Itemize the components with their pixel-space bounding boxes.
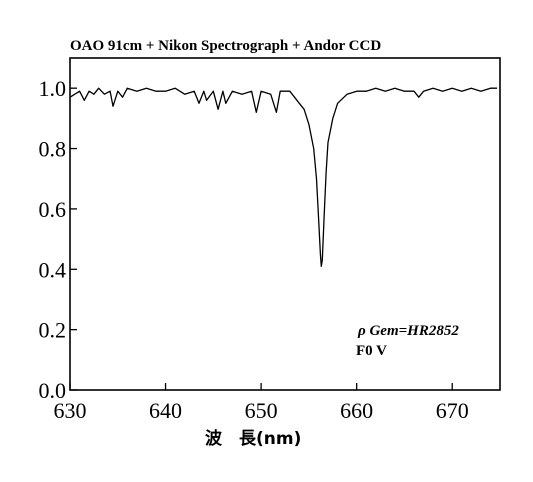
x-axis-ticks: 630 640 650 660 670	[54, 383, 469, 423]
y-tick-label: 1.0	[39, 76, 67, 101]
x-tick-label: 630	[54, 398, 87, 423]
chart-title: OAO 91cm + Nikon Spectrograph + Andor CC…	[70, 38, 381, 54]
spectrum-line	[69, 87, 498, 267]
y-tick-label: 0.6	[39, 197, 67, 222]
x-tick-label: 670	[436, 398, 469, 423]
x-axis-label: 波 長(nm)	[205, 428, 301, 449]
x-tick-label: 660	[340, 398, 373, 423]
plot-frame	[69, 57, 501, 391]
x-tick-label: 640	[149, 398, 182, 423]
y-tick-label: 0.4	[39, 257, 67, 282]
spectral-type-annotation: F0 V	[356, 343, 387, 359]
star-annotation: ρ Gem=HR2852	[357, 323, 459, 339]
star-annotation-text: ρ Gem=HR2852	[357, 323, 459, 339]
y-tick-label: 0.2	[39, 318, 67, 343]
y-axis-ticks: 0.0 0.2 0.4 0.6 0.8 1.0	[39, 76, 77, 403]
y-tick-label: 0.0	[39, 378, 67, 403]
x-tick-label: 650	[245, 398, 278, 423]
y-tick-label: 0.8	[39, 137, 67, 162]
